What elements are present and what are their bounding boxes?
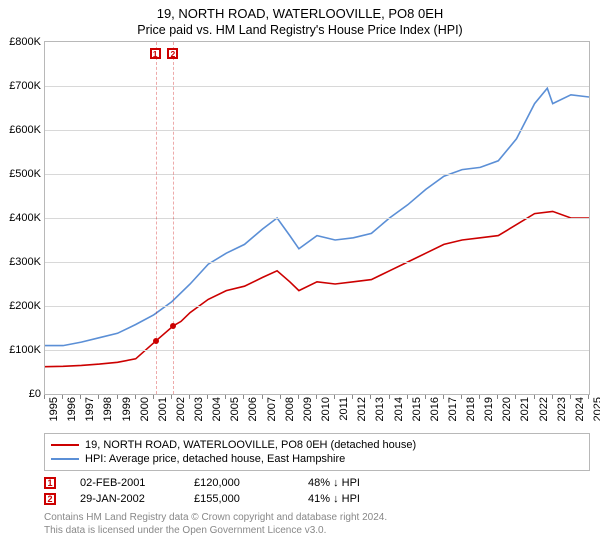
footer-attribution: Contains HM Land Registry data © Crown c… [44, 511, 590, 537]
plot-area: £0£100K£200K£300K£400K£500K£600K£700K£80… [44, 41, 590, 395]
x-tick-label: 1995 [48, 397, 60, 421]
sale-marker-box: 1 [44, 477, 56, 489]
legend-swatch [51, 444, 79, 446]
x-tick-label: 2004 [211, 397, 223, 421]
x-tick-label: 2023 [556, 397, 568, 421]
x-tick-label: 1998 [102, 397, 114, 421]
series-price_paid [45, 211, 589, 366]
legend-label: 19, NORTH ROAD, WATERLOOVILLE, PO8 0EH (… [85, 439, 416, 451]
sale-delta: 48% ↓ HPI [308, 477, 398, 489]
sale-row: 2 29-JAN-2002 £155,000 41% ↓ HPI [44, 491, 590, 507]
legend-item: 19, NORTH ROAD, WATERLOOVILLE, PO8 0EH (… [51, 438, 583, 452]
x-tick-label: 2021 [519, 397, 531, 421]
x-tick-label: 2002 [175, 397, 187, 421]
footer-line: This data is licensed under the Open Gov… [44, 524, 590, 537]
chart-title: 19, NORTH ROAD, WATERLOOVILLE, PO8 0EH [0, 0, 600, 21]
x-tick-label: 2025 [592, 397, 600, 421]
x-tick-label: 2011 [338, 397, 350, 421]
sale-marker: 2 [167, 48, 178, 59]
legend-label: HPI: Average price, detached house, East… [85, 453, 345, 465]
x-tick-label: 2022 [538, 397, 550, 421]
x-tick-label: 2009 [302, 397, 314, 421]
sales-table: 1 02-FEB-2001 £120,000 48% ↓ HPI 2 29-JAN-200… [44, 475, 590, 507]
y-tick-label: £800K [9, 36, 41, 48]
x-tick-label: 2017 [447, 397, 459, 421]
sale-marker: 1 [150, 48, 161, 59]
sale-date: 02-FEB-2001 [80, 477, 170, 489]
x-tick-label: 2016 [429, 397, 441, 421]
chart-subtitle: Price paid vs. HM Land Registry's House … [0, 21, 600, 41]
chart-container: { "title": "19, NORTH ROAD, WATERLOOVILL… [0, 0, 600, 560]
y-tick-label: £600K [9, 124, 41, 136]
sale-delta: 41% ↓ HPI [308, 493, 398, 505]
legend: 19, NORTH ROAD, WATERLOOVILLE, PO8 0EH (… [44, 433, 590, 471]
x-tick-label: 1999 [121, 397, 133, 421]
x-tick-label: 2005 [229, 397, 241, 421]
x-tick-label: 2024 [574, 397, 586, 421]
sale-date: 29-JAN-2002 [80, 493, 170, 505]
y-tick-label: £300K [9, 256, 41, 268]
x-tick-label: 2020 [501, 397, 513, 421]
x-axis-ticks: 1995 1996 1997 1998 1999 2000 2001 2002 2003 2004… [44, 395, 590, 429]
x-tick-label: 2012 [356, 397, 368, 421]
x-tick-label: 2015 [411, 397, 423, 421]
sale-dot [170, 323, 176, 329]
y-tick-label: £0 [29, 388, 41, 400]
x-tick-label: 2018 [465, 397, 477, 421]
sale-dot [153, 338, 159, 344]
x-tick-label: 2013 [374, 397, 386, 421]
x-tick-label: 2006 [247, 397, 259, 421]
sale-price: £155,000 [194, 493, 284, 505]
sale-row: 1 02-FEB-2001 £120,000 48% ↓ HPI [44, 475, 590, 491]
y-tick-label: £200K [9, 300, 41, 312]
x-tick-label: 2000 [139, 397, 151, 421]
sale-marker-box: 2 [44, 493, 56, 505]
x-tick-label: 2019 [483, 397, 495, 421]
x-tick-label: 2003 [193, 397, 205, 421]
x-tick-label: 1996 [66, 397, 78, 421]
x-tick-label: 2014 [393, 397, 405, 421]
y-tick-label: £400K [9, 212, 41, 224]
x-tick-label: 2010 [320, 397, 332, 421]
y-tick-label: £700K [9, 80, 41, 92]
footer-line: Contains HM Land Registry data © Crown c… [44, 511, 590, 524]
sale-price: £120,000 [194, 477, 284, 489]
y-tick-label: £500K [9, 168, 41, 180]
x-tick-label: 2001 [157, 397, 169, 421]
x-tick-label: 2008 [284, 397, 296, 421]
legend-item: HPI: Average price, detached house, East… [51, 452, 583, 466]
x-tick-label: 1997 [84, 397, 96, 421]
x-tick-label: 2007 [266, 397, 278, 421]
y-tick-label: £100K [9, 344, 41, 356]
legend-swatch [51, 458, 79, 460]
